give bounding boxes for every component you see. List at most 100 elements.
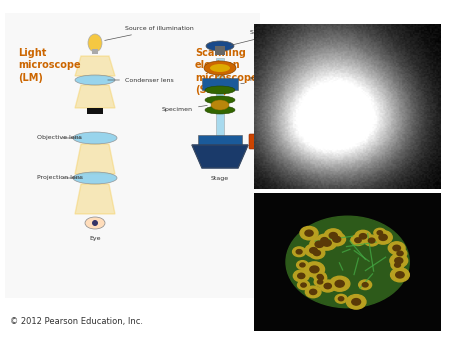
Ellipse shape [73, 132, 117, 144]
Bar [202, 78, 238, 90]
Text: © 2012 Pearson Education, Inc.: © 2012 Pearson Education, Inc. [10, 317, 143, 326]
Circle shape [369, 238, 375, 243]
Circle shape [316, 234, 333, 246]
Text: Eye: Eye [89, 236, 101, 241]
Circle shape [379, 234, 387, 240]
Circle shape [360, 234, 367, 239]
Ellipse shape [205, 86, 235, 94]
Circle shape [335, 280, 344, 287]
Circle shape [359, 280, 372, 290]
Polygon shape [75, 184, 115, 214]
Circle shape [393, 245, 401, 251]
Ellipse shape [204, 61, 236, 75]
Circle shape [300, 263, 305, 267]
Circle shape [396, 272, 404, 278]
FancyBboxPatch shape [5, 13, 260, 298]
Circle shape [298, 273, 305, 279]
Circle shape [321, 238, 328, 243]
Circle shape [377, 231, 382, 235]
Circle shape [323, 240, 331, 246]
Ellipse shape [205, 106, 235, 114]
Circle shape [292, 247, 306, 257]
Text: Objective lens: Objective lens [37, 136, 82, 141]
Circle shape [318, 276, 324, 280]
Text: Projection lens: Projection lens [37, 175, 83, 180]
Ellipse shape [211, 100, 229, 110]
Circle shape [315, 273, 327, 282]
Polygon shape [75, 56, 115, 76]
Ellipse shape [205, 96, 235, 104]
Text: Condenser lens: Condenser lens [108, 77, 174, 82]
Circle shape [310, 266, 319, 273]
Circle shape [338, 297, 344, 301]
Circle shape [393, 248, 407, 259]
Circle shape [324, 229, 342, 242]
Text: Scanning
electron
microscope
(SEM): Scanning electron microscope (SEM) [195, 48, 257, 95]
Polygon shape [192, 145, 248, 168]
Ellipse shape [92, 220, 98, 226]
Circle shape [300, 226, 318, 240]
Circle shape [297, 261, 308, 269]
Circle shape [346, 295, 366, 309]
Circle shape [314, 277, 326, 286]
Ellipse shape [210, 64, 230, 72]
Circle shape [305, 230, 313, 236]
Circle shape [286, 216, 409, 308]
Circle shape [310, 237, 329, 251]
Circle shape [304, 262, 324, 277]
Circle shape [310, 289, 317, 294]
Circle shape [315, 241, 324, 247]
Circle shape [306, 286, 321, 298]
Circle shape [320, 280, 336, 292]
Circle shape [297, 281, 310, 290]
Bar [198, 135, 242, 145]
Ellipse shape [85, 217, 105, 229]
Circle shape [328, 233, 346, 246]
Circle shape [351, 235, 365, 245]
Ellipse shape [206, 41, 234, 51]
Bar [87, 108, 103, 114]
Circle shape [317, 280, 323, 284]
Circle shape [362, 283, 368, 287]
Circle shape [335, 294, 347, 303]
Circle shape [324, 283, 331, 289]
Circle shape [355, 230, 371, 242]
Text: Stage: Stage [211, 176, 229, 181]
Ellipse shape [88, 34, 102, 52]
Polygon shape [75, 85, 115, 108]
Bar [215, 46, 225, 55]
Circle shape [397, 251, 403, 256]
Circle shape [352, 298, 360, 305]
Circle shape [333, 236, 341, 242]
Text: Light
microscope
(LM): Light microscope (LM) [18, 48, 81, 83]
Circle shape [329, 276, 350, 291]
Circle shape [310, 248, 317, 253]
Circle shape [391, 268, 410, 282]
Bar [216, 58, 224, 143]
Circle shape [317, 274, 323, 279]
Circle shape [390, 254, 408, 267]
Text: Focusing lens: Focusing lens [241, 77, 292, 84]
Circle shape [313, 250, 320, 256]
Circle shape [305, 244, 322, 257]
Circle shape [296, 249, 302, 254]
Circle shape [317, 236, 337, 250]
Circle shape [374, 231, 392, 244]
Circle shape [301, 283, 306, 287]
FancyBboxPatch shape [249, 134, 273, 149]
Circle shape [391, 260, 404, 270]
Circle shape [329, 233, 338, 239]
Circle shape [395, 258, 403, 264]
Circle shape [388, 242, 405, 254]
Circle shape [364, 235, 379, 246]
Circle shape [314, 272, 326, 281]
Text: Source of illumination: Source of illumination [105, 26, 194, 41]
Circle shape [395, 263, 400, 267]
Circle shape [293, 270, 309, 282]
Text: Specimen: Specimen [162, 105, 207, 113]
Circle shape [309, 247, 325, 259]
Circle shape [355, 238, 361, 243]
Text: Source of illumination: Source of illumination [231, 29, 319, 45]
Polygon shape [75, 144, 115, 174]
Ellipse shape [75, 75, 115, 85]
